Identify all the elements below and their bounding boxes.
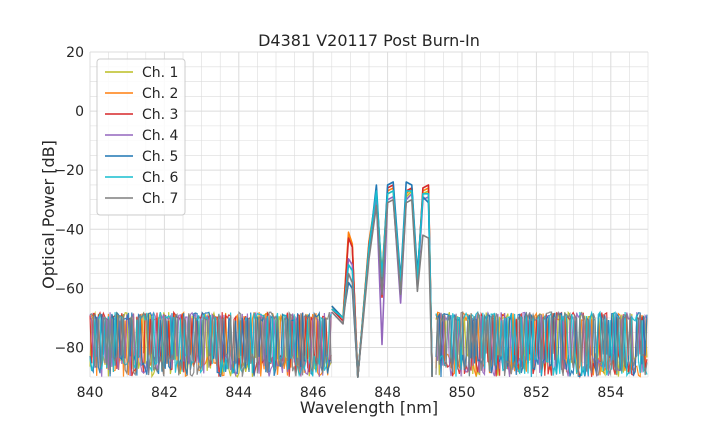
- legend-label: Ch. 6: [142, 170, 179, 186]
- noise-trace: [89, 311, 332, 377]
- legend-frame: [96, 58, 186, 216]
- tick-labels: 840 842 844 846 848 850 852 854 20 0 −20 −40 −60 −80: [54, 45, 624, 401]
- series-line-6: [331, 190, 433, 378]
- legend-label: Ch. 4: [142, 128, 179, 144]
- y-tick-label: −20: [54, 163, 84, 179]
- x-tick-label: 844: [225, 385, 252, 401]
- chart-title: D4381 V20117 Post Burn-In: [258, 31, 480, 50]
- legend-label: Ch. 2: [142, 86, 178, 102]
- x-tick-label: 848: [374, 385, 401, 401]
- noise-trace: [435, 311, 648, 378]
- noise-trace: [435, 310, 648, 377]
- y-tick-label: 0: [75, 104, 84, 120]
- x-tick-label: 852: [523, 385, 550, 401]
- series-lines: [331, 181, 433, 378]
- x-tick-label: 850: [449, 385, 476, 401]
- legend-label: Ch. 3: [142, 107, 178, 123]
- legend: Ch. 1 Ch. 2 Ch. 3 Ch. 4 Ch. 5 Ch. 6 Ch. 7: [96, 58, 186, 216]
- y-tick-label: −60: [54, 281, 84, 297]
- noise-floor-traces: [89, 310, 648, 379]
- x-tick-label: 854: [597, 385, 624, 401]
- x-axis-label: Wavelength [nm]: [300, 398, 438, 417]
- x-tick-label: 846: [300, 385, 327, 401]
- legend-label: Ch. 5: [142, 149, 178, 165]
- series-line-7: [331, 198, 433, 378]
- y-tick-label: −80: [54, 340, 84, 356]
- y-axis-label: Optical Power [dB]: [39, 140, 58, 289]
- legend-label: Ch. 1: [142, 65, 178, 81]
- x-tick-label: 840: [77, 385, 104, 401]
- y-tick-label: −40: [54, 222, 84, 238]
- legend-label: Ch. 7: [142, 191, 178, 207]
- x-tick-label: 842: [151, 385, 178, 401]
- y-tick-label: 20: [66, 45, 84, 61]
